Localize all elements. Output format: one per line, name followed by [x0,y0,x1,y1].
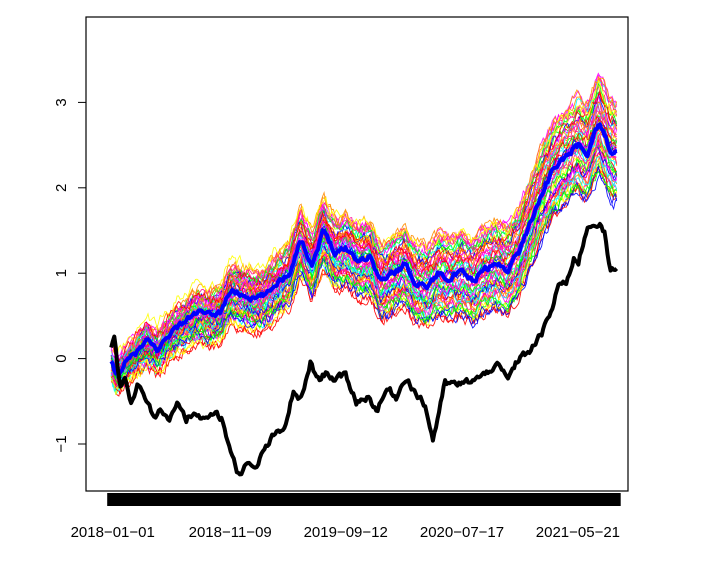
ensemble-line [110,141,618,360]
ensemble-line [110,170,617,385]
y-tick-label: 1 [53,269,70,277]
series-lines [109,122,619,477]
y-tick-label: 0 [53,354,70,362]
plot-frame [85,16,629,492]
ensemble-line [110,101,618,375]
observed-line [109,221,619,477]
x-tick-bar [107,493,621,506]
x-tick-label: 2018−11−09 [189,524,272,541]
ensemble-line [110,77,618,371]
y-tick-label: −1 [53,435,70,452]
x-tick-label: 2021−05−21 [536,524,620,541]
x-axis: 2018−01−01 2018−11−09 2019−09−12 2020−07−17… [71,493,621,541]
y-tick-label: 2 [53,184,70,192]
ensemble-line [111,114,617,363]
x-tick-label: 2018−01−01 [71,524,155,541]
ensemble-line [110,105,617,375]
ensemble-mean-line [109,122,618,376]
x-tick-label: 2019−09−12 [304,524,388,541]
ensemble-line [110,166,618,381]
y-tick-label: 3 [53,98,70,106]
ensemble-line [110,79,618,356]
x-tick-label: 2020−07−17 [420,524,504,541]
